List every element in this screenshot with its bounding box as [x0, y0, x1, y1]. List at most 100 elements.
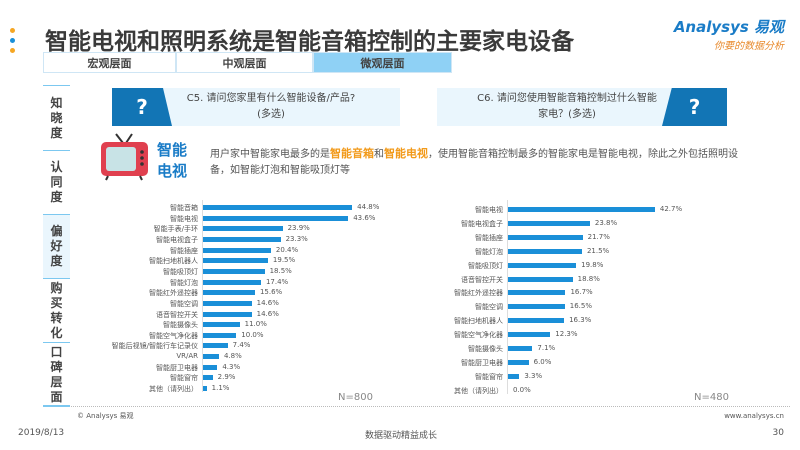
value-label: 16.3%	[569, 316, 592, 325]
bar	[508, 276, 573, 282]
footer-divider	[43, 406, 790, 407]
value-label: 23.9%	[287, 224, 310, 233]
value-label: 4.8%	[223, 352, 242, 361]
sidebar-item-reputation[interactable]: 口碑层面	[43, 342, 70, 406]
value-label: 1.1%	[211, 384, 230, 393]
footer-divider-accent	[43, 405, 70, 407]
bar	[203, 268, 265, 274]
category-label: 其他（请列出）	[149, 385, 198, 394]
category-label: 智能窗帘	[170, 374, 198, 383]
question-mark-icon: ?	[662, 88, 727, 126]
category-label: 智能电视盒子	[461, 219, 503, 228]
logo-brand: Analysys 易观	[673, 18, 784, 36]
sample-size-c6: N=480	[694, 392, 729, 403]
category-label: 智能空气净化器	[454, 331, 503, 340]
bar	[203, 386, 207, 392]
value-label: 43.6%	[353, 213, 376, 222]
sample-size-c5: N=800	[338, 392, 373, 403]
decor-dot	[10, 28, 15, 33]
bar	[203, 364, 218, 370]
logo-slogan: 你要的数据分析	[714, 41, 784, 52]
value-label: 21.5%	[586, 246, 610, 255]
chart-axis	[507, 200, 508, 394]
value-label: 0.0%	[513, 385, 531, 394]
sidebar-label: 口碑层面	[50, 344, 63, 404]
question-c6: C6. 请问您使用智能音箱控制过什么智能家电？(多选) ?	[437, 88, 727, 126]
page-title: 智能电视和照明系统是智能音箱控制的主要家电设备	[45, 29, 574, 55]
bar	[203, 322, 240, 328]
value-label: 11.0%	[244, 320, 267, 329]
decor-dot	[10, 48, 15, 53]
bar	[508, 290, 566, 296]
category-label: 智能插座	[475, 233, 503, 242]
bar	[508, 220, 590, 226]
footer-slogan: 数据驱动精益成长	[365, 431, 438, 441]
bar	[203, 300, 252, 306]
sidebar-item-awareness[interactable]: 知晓度	[43, 85, 70, 150]
bar	[508, 304, 565, 310]
bar	[203, 311, 252, 317]
bar	[508, 262, 577, 268]
bar	[203, 247, 271, 253]
category-label: 智能吸顶灯	[163, 267, 198, 276]
bar	[203, 205, 353, 210]
tab-meso[interactable]: 中观层面	[176, 52, 313, 73]
category-label: 智能厨卫电器	[156, 363, 198, 372]
bar	[508, 373, 520, 379]
bar	[203, 279, 261, 285]
bar	[508, 248, 582, 254]
insight-icon-label: 智能电视	[157, 141, 188, 180]
value-label: 6.0%	[533, 357, 552, 366]
sidebar-label: 偏好度	[50, 224, 63, 268]
bar	[508, 234, 583, 240]
bar	[508, 207, 655, 212]
category-label: 智能灯泡	[170, 278, 198, 287]
value-label: 16.7%	[570, 288, 593, 297]
bar	[508, 332, 551, 338]
category-label: 语音智控开关	[461, 275, 503, 284]
value-label: 21.7%	[587, 232, 610, 241]
tab-macro[interactable]: 宏观层面	[43, 52, 176, 73]
category-label: 语音智控开关	[156, 310, 198, 319]
question-mark-icon: ?	[112, 88, 172, 126]
category-label: 智能红外遥控器	[149, 289, 198, 298]
tab-micro[interactable]: 微观层面	[313, 52, 452, 73]
bar	[508, 318, 565, 324]
bar	[508, 346, 533, 351]
category-label: 智能吸顶灯	[468, 261, 503, 270]
category-label: 智能扫地机器人	[149, 257, 198, 266]
value-label: 42.7%	[659, 205, 683, 213]
value-label: 17.4%	[265, 277, 289, 286]
question-c5: ? C5. 请问您家里有什么智能设备/产品?(多选)	[112, 88, 400, 126]
value-label: 18.8%	[577, 274, 600, 283]
value-label: 18.5%	[269, 266, 292, 275]
value-label: 23.8%	[594, 218, 618, 227]
copyright: © Analysys 易观	[77, 412, 134, 420]
sidebar-label: 知晓度	[50, 95, 63, 140]
website-link[interactable]: www.analysys.cn	[724, 412, 784, 420]
bar	[203, 215, 349, 221]
value-label: 10.0%	[241, 330, 264, 339]
value-label: 44.8%	[357, 203, 380, 211]
insight-text: 用户家中智能家电最多的是智能音箱和智能电视，使用智能音箱控制最多的智能家电是智能…	[210, 146, 750, 179]
value-label: 14.6%	[256, 298, 279, 307]
category-label: 智能电视	[475, 206, 503, 214]
value-label: 3.3%	[524, 371, 543, 380]
category-label: 智能音箱	[170, 204, 198, 212]
insight-text-part: 和	[374, 149, 384, 160]
bar	[203, 354, 219, 360]
category-label: 智能厨卫电器	[461, 358, 503, 367]
category-label: 智能摄像头	[163, 321, 198, 330]
value-label: 14.6%	[256, 309, 279, 318]
bar	[203, 375, 213, 381]
sidebar-item-purchase[interactable]: 购买转化	[43, 278, 70, 342]
value-label: 16.5%	[569, 302, 592, 311]
sidebar-item-preference[interactable]: 偏好度	[43, 214, 70, 278]
value-label: 19.8%	[581, 260, 604, 269]
sidebar-item-recognition[interactable]: 认同度	[43, 150, 70, 214]
category-label: 智能空调	[475, 303, 503, 312]
bar	[508, 359, 529, 365]
category-label: 其他（请列出）	[454, 386, 503, 395]
category-label: 智能红外遥控器	[454, 289, 503, 298]
category-label: 智能扫地机器人	[454, 317, 503, 326]
